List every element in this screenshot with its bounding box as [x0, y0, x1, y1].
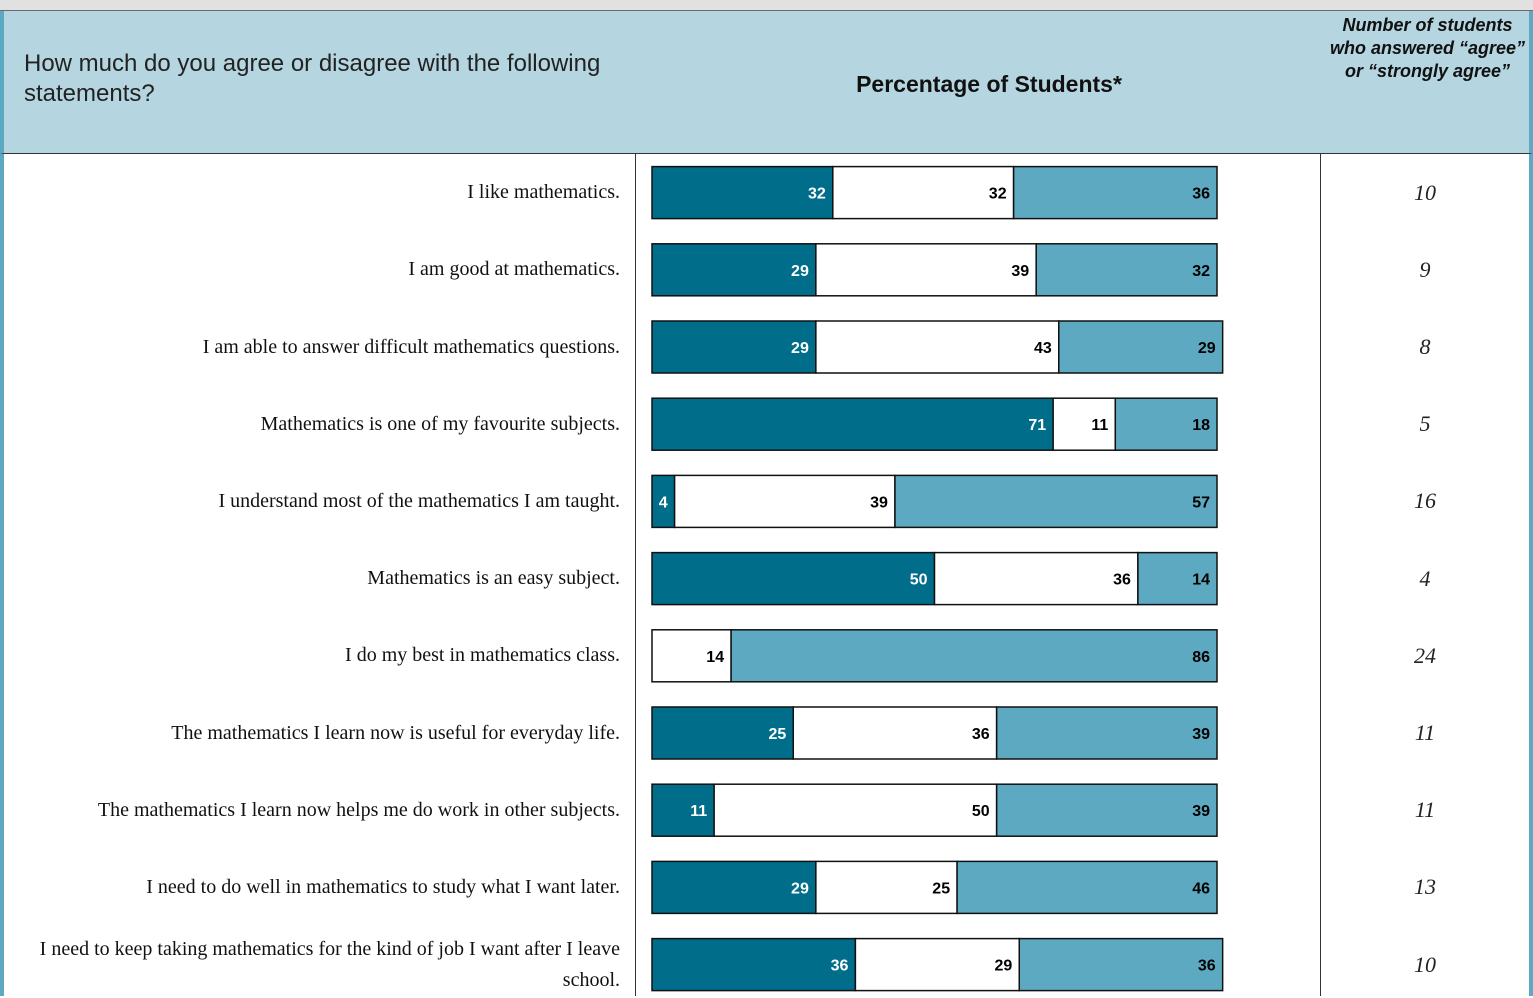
bar-segment-1 — [651, 165, 834, 220]
table-header: How much do you agree or disagree with t… — [0, 11, 1533, 154]
bar-value-label: 14 — [1192, 572, 1210, 589]
bar-value-label: 29 — [994, 958, 1012, 975]
bar-value-label: 36 — [1198, 958, 1216, 975]
bar-value-label: 86 — [1192, 649, 1210, 666]
bar-segment-3 — [1012, 165, 1218, 220]
bar-segment-3 — [1137, 551, 1218, 606]
bar-value-label: 43 — [1034, 340, 1052, 357]
bar-segment-2 — [651, 629, 732, 683]
bar-segment-3 — [1114, 397, 1218, 451]
bar-value-label: 39 — [1192, 726, 1210, 743]
bar-segment-2 — [713, 783, 998, 837]
bar-value-label: 36 — [831, 958, 849, 975]
bar-segment-3 — [995, 706, 1218, 760]
bar-segment-3 — [730, 629, 1218, 683]
bar-value-label: 36 — [1192, 186, 1210, 203]
statement-label: The mathematics I learn now is useful fo… — [171, 721, 620, 744]
bar-value-label: 11 — [1091, 417, 1108, 434]
bar-value-label: 39 — [1011, 263, 1029, 280]
bar-value-label: 32 — [1192, 263, 1210, 280]
bar-value-label: 4 — [659, 494, 668, 511]
agree-count: 11 — [1414, 797, 1436, 823]
bar-value-label: 57 — [1192, 494, 1210, 511]
agree-count: 11 — [1414, 720, 1436, 745]
statement-label: I need to keep taking mathematics for th… — [39, 937, 620, 991]
bar-segment-3 — [1058, 320, 1224, 374]
bar-value-label: 39 — [870, 494, 888, 511]
bar-value-label: 29 — [791, 340, 809, 357]
statement-label: Mathematics is an easy subject. — [367, 567, 620, 590]
bar-segment-1 — [651, 397, 1054, 451]
bar-segment-3 — [1018, 937, 1224, 992]
column-divider — [635, 154, 636, 996]
statement-label: I like mathematics. — [467, 181, 620, 204]
statement-label: Mathematics is one of my favourite subje… — [260, 412, 620, 435]
bar-value-label: 14 — [706, 649, 724, 666]
bar-segment-1 — [651, 860, 817, 915]
bar-value-label: 50 — [972, 803, 990, 820]
statement-label: I need to do well in mathematics to stud… — [146, 875, 620, 898]
bar-value-label: 32 — [808, 186, 826, 203]
agree-count: 9 — [1419, 256, 1431, 282]
bar-value-label: 36 — [1113, 572, 1131, 589]
bar-segment-2 — [815, 320, 1060, 374]
statement-label: I understand most of the mathematics I a… — [218, 489, 620, 512]
bar-segment-3 — [956, 860, 1218, 915]
bar-segment-3 — [995, 783, 1218, 837]
bar-segment-1 — [651, 320, 817, 374]
bar-value-label: 32 — [989, 186, 1007, 203]
agree-count: 10 — [1414, 179, 1436, 205]
bar-segment-2 — [933, 551, 1139, 606]
count-column-title: Number of students who answered “agree” … — [1329, 15, 1526, 81]
bar-value-label: 18 — [1192, 417, 1210, 434]
bar-segment-1 — [651, 551, 936, 606]
bar-segment-2 — [792, 706, 998, 760]
bar-segment-3 — [894, 474, 1218, 529]
table-body — [0, 154, 1533, 996]
bar-segment-1 — [651, 706, 794, 760]
bar-value-label: 25 — [768, 726, 786, 743]
agree-count: 8 — [1419, 334, 1431, 359]
statement-label: I do my best in mathematics class. — [345, 644, 620, 667]
bar-value-label: 25 — [932, 880, 950, 897]
percentage-title: Percentage of Students* — [856, 71, 1122, 97]
statement-label: I am good at mathematics. — [408, 258, 620, 281]
bar-value-label: 71 — [1028, 417, 1046, 434]
statement-label: The mathematics I learn now helps me do … — [97, 798, 620, 821]
question-text: How much do you agree or disagree with t… — [24, 50, 601, 107]
bar-segment-3 — [1035, 243, 1218, 297]
bar-segment-2 — [815, 243, 1037, 297]
bar-value-label: 29 — [791, 263, 809, 280]
bar-segment-2 — [832, 165, 1015, 220]
agree-count: 4 — [1419, 565, 1431, 591]
agree-count: 5 — [1419, 411, 1431, 437]
bar-segment-1 — [651, 243, 817, 297]
statement-label: I am able to answer difficult mathematic… — [202, 335, 620, 358]
bar-value-label: 46 — [1192, 880, 1210, 897]
bar-value-label: 39 — [1192, 803, 1210, 820]
bar-value-label: 50 — [910, 572, 928, 589]
bar-value-label: 29 — [1198, 340, 1216, 357]
column-divider — [1320, 154, 1321, 996]
agree-count: 13 — [1414, 874, 1436, 900]
bar-segment-2 — [673, 474, 896, 529]
bar-segment-1 — [651, 783, 715, 837]
agree-count: 24 — [1414, 642, 1436, 668]
agree-count: 10 — [1414, 951, 1436, 977]
bar-value-label: 11 — [690, 803, 707, 820]
agree-count: 16 — [1414, 488, 1436, 514]
bar-segment-1 — [651, 937, 857, 992]
bar-value-label: 29 — [791, 880, 809, 897]
bar-segment-2 — [1052, 397, 1117, 451]
bar-segment-2 — [854, 937, 1021, 992]
bar-value-label: 36 — [972, 726, 990, 743]
top-strip — [0, 0, 1533, 11]
